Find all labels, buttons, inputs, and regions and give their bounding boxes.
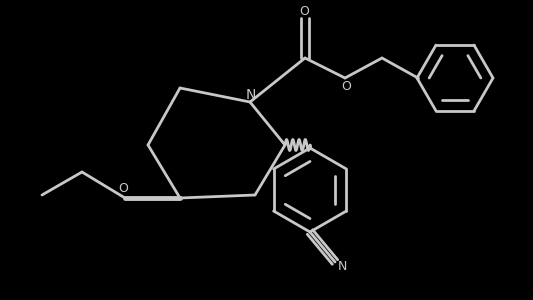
- Text: O: O: [118, 182, 128, 194]
- Text: O: O: [299, 4, 309, 17]
- Text: O: O: [341, 80, 351, 94]
- Text: N: N: [246, 88, 256, 102]
- Text: N: N: [337, 260, 346, 272]
